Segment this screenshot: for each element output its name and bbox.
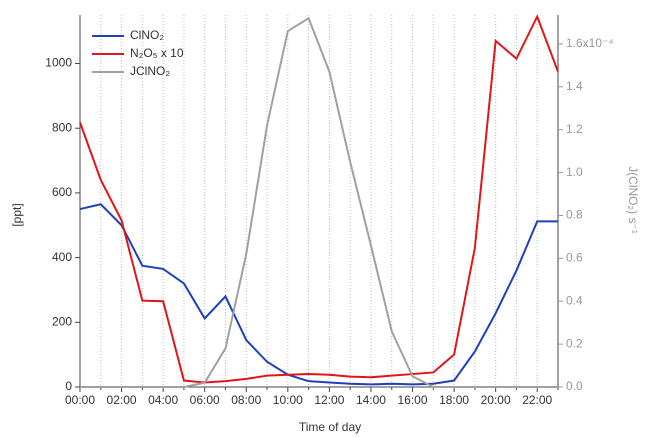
y2-tick-label: 0.6 bbox=[566, 251, 583, 265]
x-tick-label: 06:00 bbox=[190, 393, 220, 407]
y2-axis-label: J(ClNO₂) s⁻¹ bbox=[626, 166, 640, 234]
y-tick-label: 800 bbox=[52, 120, 72, 134]
y2-tick-label: 1.4 bbox=[566, 79, 583, 93]
legend-label: JClNO₂ bbox=[130, 64, 170, 78]
x-tick-label: 14:00 bbox=[356, 393, 386, 407]
x-axis-label: Time of day bbox=[299, 420, 361, 434]
y2-tick-label: 0.8 bbox=[566, 208, 583, 222]
y2-tick-label: 1.6x10⁻⁴ bbox=[566, 36, 614, 50]
legend-label: ClNO₂ bbox=[130, 28, 164, 42]
x-tick-label: 08:00 bbox=[231, 393, 261, 407]
x-tick-label: 20:00 bbox=[481, 393, 511, 407]
x-tick-label: 12:00 bbox=[314, 393, 344, 407]
legend-label: N₂O₅ x 10 bbox=[130, 46, 184, 60]
y-tick-label: 600 bbox=[52, 185, 72, 199]
y2-tick-label: 0.0 bbox=[566, 379, 583, 393]
y-axis-label: [ppt] bbox=[10, 203, 24, 226]
y2-tick-label: 0.2 bbox=[566, 336, 583, 350]
y2-tick-label: 1.0 bbox=[566, 165, 583, 179]
x-tick-label: 16:00 bbox=[398, 393, 428, 407]
x-tick-label: 10:00 bbox=[273, 393, 303, 407]
x-tick-label: 04:00 bbox=[148, 393, 178, 407]
x-tick-label: 00:00 bbox=[65, 393, 95, 407]
y-tick-label: 1000 bbox=[45, 56, 72, 70]
series-line bbox=[79, 203, 558, 386]
x-tick-label: 18:00 bbox=[439, 393, 469, 407]
x-tick-label: 22:00 bbox=[522, 393, 552, 407]
y2-tick-label: 0.4 bbox=[566, 293, 583, 307]
y-tick-label: 400 bbox=[52, 250, 72, 264]
series-line bbox=[79, 14, 559, 384]
y2-tick-label: 1.2 bbox=[566, 122, 583, 136]
x-tick-label: 02:00 bbox=[107, 393, 137, 407]
y-tick-label: 200 bbox=[52, 314, 72, 328]
y-tick-label: 0 bbox=[65, 379, 72, 393]
series-line bbox=[80, 16, 558, 388]
